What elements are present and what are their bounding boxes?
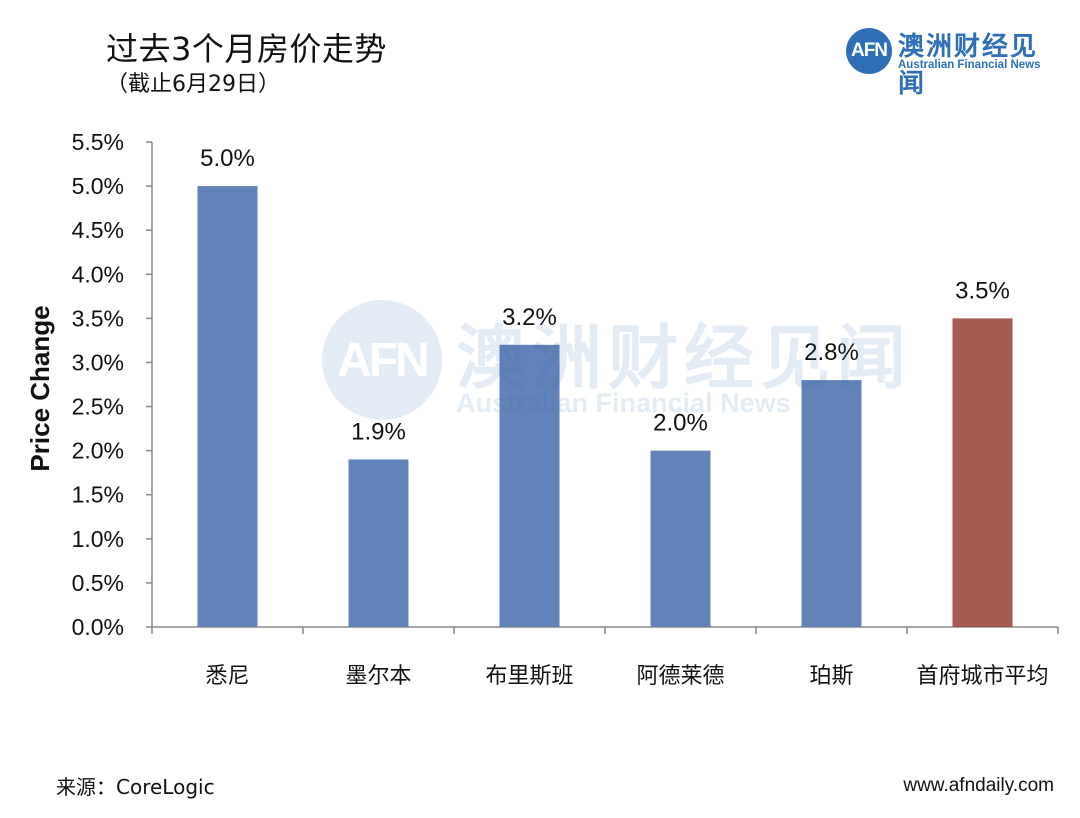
- y-tick-label: 4.5%: [72, 217, 124, 243]
- bar: [197, 186, 258, 627]
- afn-logo-mark: AFN: [846, 28, 892, 74]
- website-url: www.afndaily.com: [903, 775, 1054, 796]
- y-tick-label: 1.5%: [72, 482, 124, 508]
- y-tick-label: 4.0%: [72, 261, 124, 287]
- data-label: 1.9%: [351, 418, 406, 445]
- x-tick-label: 珀斯: [809, 664, 853, 689]
- bar: [650, 450, 711, 627]
- y-tick-label: 0.0%: [72, 614, 124, 640]
- bar: [499, 344, 560, 627]
- afn-logo-name-cn: 澳洲财经见闻: [898, 32, 1039, 99]
- source-note: 来源：CoreLogic: [56, 775, 215, 799]
- data-label: 3.2%: [502, 304, 557, 331]
- afn-logo: AFN 澳洲财经见闻 Australian Financial News: [846, 26, 1056, 99]
- x-tick-label: 墨尔本: [345, 664, 411, 689]
- y-axis-title: Price Change: [25, 305, 55, 471]
- x-tick-label: 布里斯班: [485, 664, 573, 689]
- y-tick-label: 0.5%: [72, 570, 124, 596]
- bar: [801, 380, 862, 627]
- x-tick-label: 悉尼: [205, 664, 249, 689]
- chart-title: 过去3个月房价走势: [106, 30, 387, 68]
- data-label: 3.5%: [955, 277, 1010, 304]
- x-tick-label: 首府城市平均: [916, 664, 1048, 689]
- y-tick-label: 3.0%: [72, 349, 124, 375]
- x-tick-label: 阿德莱德: [636, 664, 724, 689]
- data-label: 2.0%: [653, 410, 708, 437]
- bar: [952, 318, 1013, 627]
- data-label: 2.8%: [804, 339, 859, 366]
- chart-subtitle: （截止6月29日）: [106, 72, 280, 97]
- afn-logo-name-en: Australian Financial News: [898, 59, 1041, 71]
- y-tick-label: 5.5%: [72, 129, 124, 155]
- y-tick-label: 2.5%: [72, 394, 124, 420]
- data-label: 5.0%: [200, 145, 255, 172]
- y-tick-label: 3.5%: [72, 305, 124, 331]
- y-tick-label: 1.0%: [72, 526, 124, 552]
- bar: [348, 459, 409, 627]
- y-tick-label: 5.0%: [72, 173, 124, 199]
- y-tick-label: 2.0%: [72, 438, 124, 464]
